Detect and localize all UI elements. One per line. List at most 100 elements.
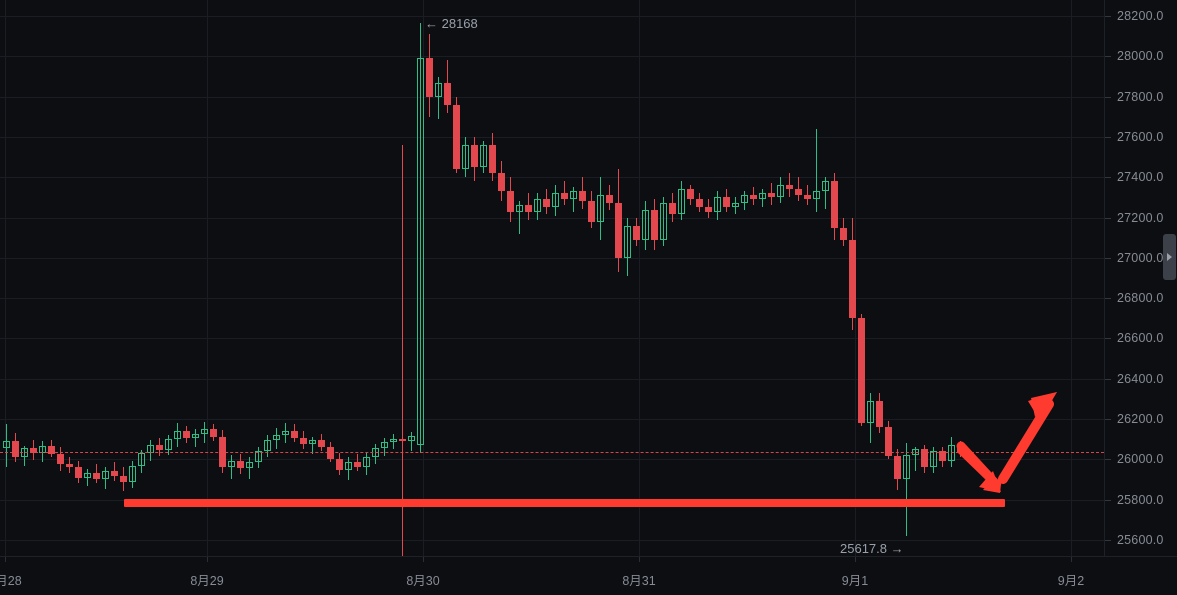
date-tick-mark (1071, 557, 1072, 562)
candle-body-up (264, 440, 271, 452)
gridline-horizontal (0, 56, 1104, 58)
arrow-drawings[interactable] (0, 0, 1104, 556)
support-line-drawing[interactable] (124, 498, 1005, 507)
date-tick-mark (207, 557, 208, 562)
candle-body-up (678, 189, 685, 214)
price-tick-label: 26400.0 (1117, 371, 1164, 386)
candle-body-down (894, 456, 901, 480)
price-tick-mark (1105, 499, 1111, 501)
candle-body-up (822, 181, 829, 192)
candle-body-up (903, 455, 910, 480)
candle-body-down (300, 438, 307, 445)
candle-wick (537, 193, 538, 220)
candle-wick (825, 177, 826, 210)
candle-wick (150, 440, 151, 462)
candle-wick (663, 197, 664, 246)
chart-plot-area[interactable]: ← 28168 25617.8 → (0, 0, 1104, 556)
price-tick-mark (1105, 56, 1111, 58)
candle-body-up (363, 457, 370, 468)
vertical-scale-handle[interactable] (1163, 234, 1176, 280)
gridline-horizontal (0, 136, 1104, 138)
candle-body-down (399, 439, 406, 442)
candle-wick (132, 461, 133, 488)
candle-body-up (516, 205, 523, 212)
candle-body-up (624, 225, 631, 258)
candle-wick (519, 201, 520, 234)
candle-body-down (489, 145, 496, 174)
price-tick-mark (1105, 419, 1111, 420)
price-tick-mark (1105, 16, 1111, 18)
candle-wick (366, 453, 367, 476)
candle-wick (438, 76, 439, 119)
candle-body-up (660, 203, 667, 240)
candle-body-down (318, 440, 325, 448)
candle-body-up (138, 453, 145, 467)
candle-wick (258, 447, 259, 469)
rejection-arrow-down[interactable] (956, 441, 1002, 493)
candle-body-up (570, 191, 577, 200)
candle-body-down (336, 459, 343, 471)
candle-body-down (57, 454, 64, 465)
candle-body-down (12, 441, 19, 458)
candle-body-down (876, 400, 883, 428)
candle-body-down (183, 431, 190, 439)
breakout-arrow-up[interactable] (998, 392, 1057, 484)
candle-body-up (3, 441, 10, 449)
candle-body-up (174, 431, 181, 440)
candle-wick (816, 128, 817, 212)
candle-body-down (651, 209, 658, 240)
candle-wick (42, 441, 43, 463)
gridline-horizontal (0, 378, 1104, 380)
candle-body-down (858, 318, 865, 424)
candle-body-down (768, 193, 775, 198)
candle-wick (906, 443, 907, 537)
candle-body-up (435, 82, 442, 97)
candle-body-down (705, 207, 712, 212)
candle-body-down (75, 467, 82, 479)
price-tick-label: 26200.0 (1117, 412, 1164, 426)
candle-body-down (507, 191, 514, 212)
candle-wick (276, 428, 277, 450)
price-tick-label: 25600.0 (1117, 532, 1164, 547)
candle-body-up (867, 400, 874, 424)
candle-body-down (111, 471, 118, 477)
gridline-vertical (207, 0, 208, 556)
candle-body-up (192, 434, 199, 439)
candle-body-up (930, 451, 937, 468)
low-price-label: 25617.8 → (840, 541, 904, 556)
price-tick-label: 27000.0 (1117, 250, 1164, 265)
date-tick-label: 9月1 (841, 574, 869, 588)
candle-body-down (426, 58, 433, 97)
candle-wick (420, 22, 421, 454)
candle-wick (411, 432, 412, 452)
candle-wick (780, 177, 781, 204)
candle-body-down (606, 195, 613, 204)
price-tick-label: 25800.0 (1117, 492, 1164, 507)
candle-wick (555, 185, 556, 216)
gridline-horizontal (0, 96, 1104, 98)
candle-body-up (480, 145, 487, 168)
candle-body-down (543, 199, 550, 208)
candle-wick (231, 455, 232, 480)
candle-wick (312, 437, 313, 455)
date-axis[interactable]: 8月28 8月29 8月30 8月31 9月1 9月2 (0, 556, 1177, 595)
gridline-horizontal (0, 298, 1104, 300)
candle-body-down (795, 189, 802, 196)
candle-wick (402, 145, 403, 556)
candle-wick (465, 136, 466, 178)
price-tick-mark (1105, 96, 1111, 98)
candle-body-up (552, 193, 559, 208)
candle-body-down (579, 191, 586, 202)
price-axis[interactable]: 28200.0 28000.0 27800.0 27600.0 27400.0 27200… (1104, 0, 1177, 556)
candle-body-down (831, 181, 838, 228)
candle-body-down (885, 427, 892, 457)
candle-body-down (633, 225, 640, 240)
candle-body-down (849, 239, 856, 319)
price-tick-label: 27200.0 (1117, 210, 1164, 225)
candle-body-up (714, 197, 721, 212)
gridline-vertical (639, 0, 640, 556)
date-tick-mark (423, 557, 424, 562)
gridline-horizontal (0, 177, 1104, 179)
candle-body-up (462, 145, 469, 170)
